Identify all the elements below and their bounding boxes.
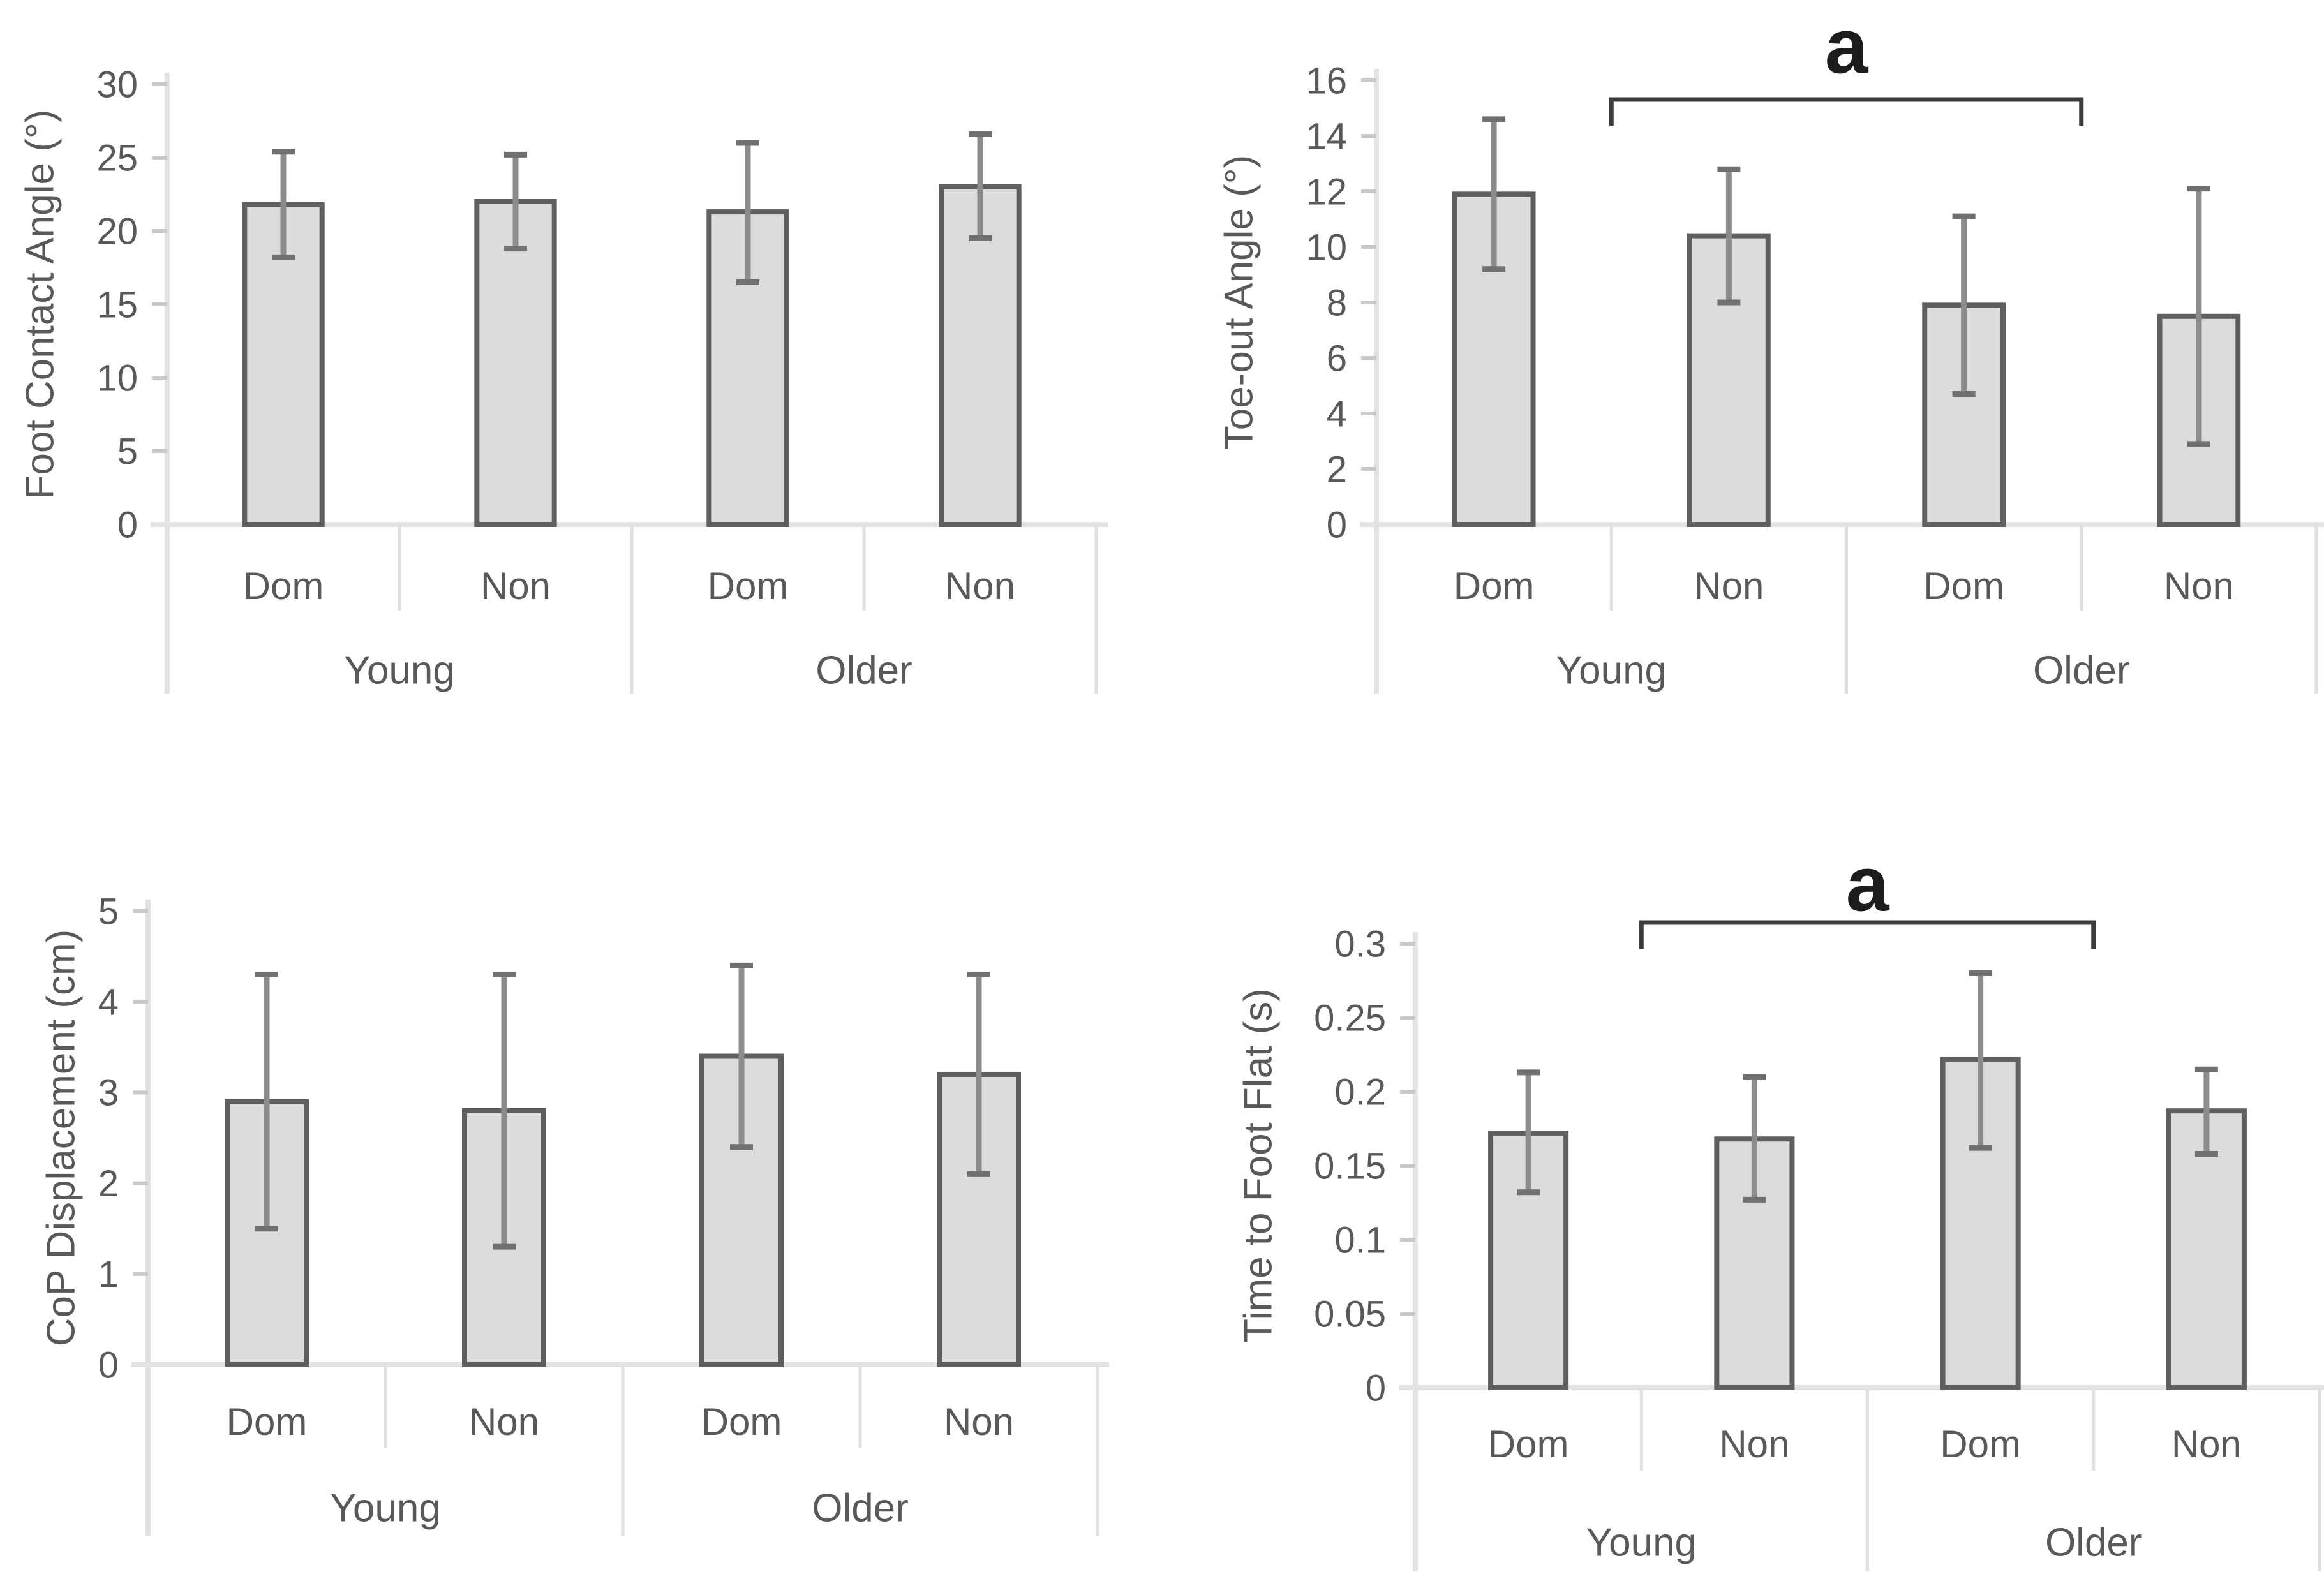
category-label: Dom (701, 1400, 782, 1443)
y-tick-label: 0.2 (1334, 1071, 1386, 1113)
category-label: Non (944, 1400, 1014, 1443)
y-tick-label: 3 (98, 1072, 119, 1114)
group-label: Young (330, 1487, 441, 1531)
group-label: Young (344, 649, 455, 693)
y-tick-label: 2 (98, 1163, 119, 1205)
category-label: Non (945, 565, 1015, 607)
significance-bracket (1639, 920, 2096, 949)
y-tick-label: 16 (1306, 60, 1347, 101)
y-tick-label: 4 (98, 982, 119, 1023)
significance-label: a (1825, 3, 1869, 90)
y-tick-label: 0 (117, 504, 138, 545)
bar-young-non (1714, 1136, 1795, 1390)
y-tick-label: 5 (117, 431, 138, 472)
category-label: Non (480, 565, 551, 607)
y-tick-label: 0 (98, 1344, 119, 1386)
chart-cell-top-left: 0 5 10 15 20 25 30 Dom Non Dom Non Young Older Foot C… (0, 0, 1162, 794)
category-label: Dom (1923, 565, 2004, 607)
y-tick-label: 2 (1327, 449, 1347, 490)
y-tick-label: 1 (98, 1254, 119, 1295)
category-label: Dom (243, 565, 324, 607)
y-tick-label: 4 (1327, 393, 1347, 434)
y-axis-title: Toe-out Angle (°) (1218, 155, 1262, 450)
y-tick-label: 0 (1366, 1367, 1386, 1409)
chart-cell-bottom-right: 0 0.05 0.1 0.15 0.2 0.25 0.3 Dom Non Dom Non Young O… (1162, 794, 2324, 1588)
y-tick-label: 0.3 (1334, 923, 1386, 965)
y-tick-label: 30 (96, 64, 138, 105)
category-label: Dom (227, 1400, 308, 1443)
y-tick-label: 0.15 (1314, 1145, 1386, 1187)
category-label: Non (2164, 565, 2234, 607)
category-label: Non (1719, 1423, 1789, 1466)
y-tick-label: 12 (1306, 171, 1347, 212)
y-axis-title: CoP Displacement (cm) (40, 930, 84, 1346)
y-tick-label: 14 (1306, 115, 1347, 157)
chart-cell-bottom-left: 0 1 2 3 4 5 Dom Non Dom Non Young Older CoP Displace… (0, 794, 1162, 1588)
category-label: Dom (1488, 1423, 1569, 1466)
chart-time-to-foot-flat: 0 0.05 0.1 0.15 0.2 0.25 0.3 Dom Non Dom Non Young O… (1237, 841, 2324, 1571)
chart-toe-out-angle: 0 2 4 6 8 10 12 14 16 Dom Non Dom Non Young Older Toe-o… (1218, 3, 2324, 694)
y-tick-label: 5 (98, 891, 119, 932)
group-label: Older (2033, 649, 2130, 693)
category-label: Dom (708, 565, 789, 607)
chart-foot-contact-angle: 0 5 10 15 20 25 30 Dom Non Dom Non Young Older Foot C… (19, 64, 1108, 694)
bar-older-non (2166, 1108, 2247, 1390)
category-label: Non (2171, 1423, 2242, 1466)
y-axis-title: Foot Contact Angle (°) (19, 110, 63, 500)
category-label: Dom (1940, 1423, 2021, 1466)
group-label: Older (2045, 1521, 2142, 1565)
significance-label: a (1846, 841, 1890, 928)
chart-cop-displacement: 0 1 2 3 4 5 Dom Non Dom Non Young Older CoP Displace… (40, 891, 1109, 1536)
y-axis-title: Time to Foot Flat (s) (1237, 988, 1281, 1343)
bar-older-non (939, 184, 1022, 527)
significance-bracket (1609, 97, 2084, 126)
group-label: Older (812, 1487, 909, 1531)
y-tick-label: 8 (1327, 282, 1347, 323)
y-tick-label: 15 (96, 284, 138, 325)
y-tick-label: 0.1 (1334, 1219, 1386, 1261)
chart-cell-top-right: 0 2 4 6 8 10 12 14 16 Dom Non Dom Non Young Older Toe-o… (1162, 0, 2324, 794)
category-label: Dom (1454, 565, 1535, 607)
y-tick-label: 0.05 (1314, 1293, 1386, 1335)
group-label: Older (816, 649, 912, 693)
y-tick-label: 6 (1327, 338, 1347, 379)
group-label: Young (1586, 1521, 1697, 1565)
category-label: Non (1694, 565, 1764, 607)
y-tick-label: 25 (96, 137, 138, 179)
y-tick-label: 0.25 (1314, 997, 1386, 1039)
bar-young-dom (242, 202, 325, 527)
y-tick-label: 20 (96, 211, 138, 252)
y-tick-label: 10 (96, 357, 138, 399)
group-label: Young (1556, 649, 1667, 693)
bar-young-dom (225, 1099, 309, 1367)
y-tick-label: 0 (1327, 504, 1347, 545)
category-label: Non (469, 1400, 539, 1443)
y-tick-label: 10 (1306, 226, 1347, 268)
